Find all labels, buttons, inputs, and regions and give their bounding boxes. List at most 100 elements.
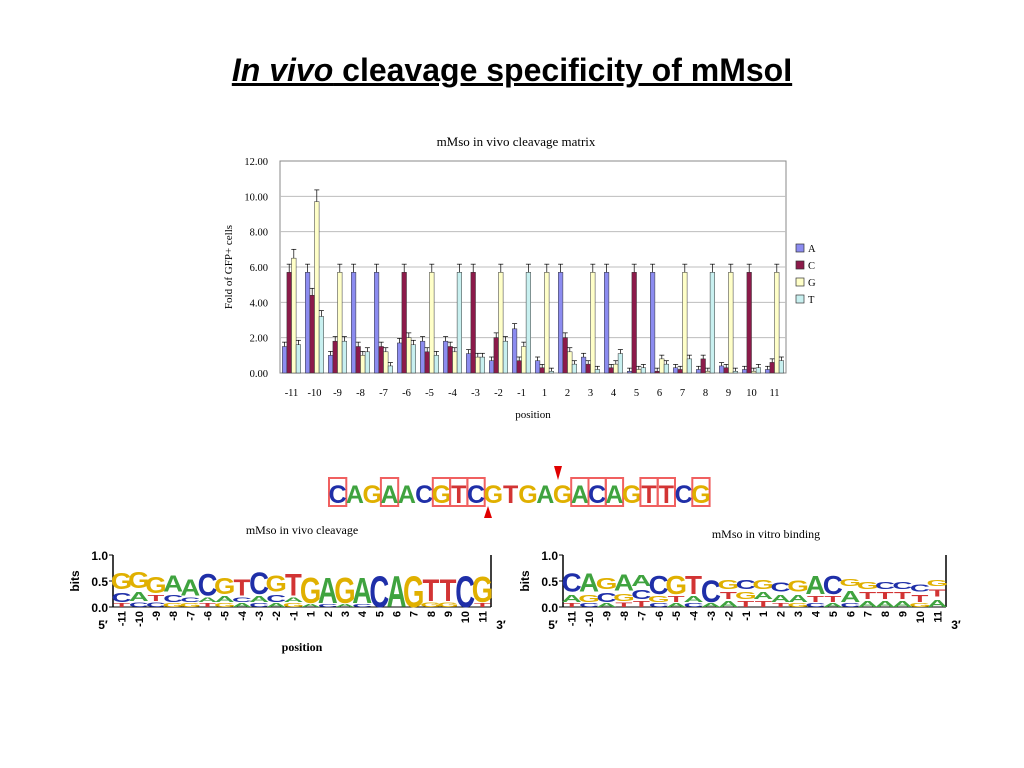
bar-G-1	[544, 272, 550, 374]
bar-G--11	[291, 257, 297, 374]
logo-letter-A: A	[283, 596, 303, 603]
logo-position-label: -7	[636, 611, 648, 621]
logo-letter-T: T	[929, 588, 946, 599]
logo-letter-T: T	[199, 603, 216, 609]
logo-letter-A: A	[840, 588, 860, 605]
logo-letter-G: G	[334, 570, 355, 611]
logo-letter-G: G	[111, 569, 132, 595]
logo-letter-A: A	[335, 603, 355, 608]
x-tick-label: 1	[542, 388, 547, 399]
logo-letter-G: G	[735, 590, 757, 601]
logo-letter-A: A	[266, 603, 286, 609]
logo-letter-A: A	[684, 595, 704, 604]
logo-position-label: -6	[654, 611, 666, 621]
x-tick-label: -10	[308, 388, 322, 399]
bar-C--8	[355, 346, 361, 374]
y-tick-label: 10.00	[244, 192, 268, 203]
logo-letter-C: C	[684, 603, 704, 609]
logo-position-label: -2	[723, 611, 735, 621]
logo-letter-G: G	[214, 574, 235, 600]
x-tick-label: -1	[517, 388, 526, 399]
bar-series	[282, 189, 784, 374]
bar-G--4	[452, 351, 458, 374]
bar-A--1	[512, 328, 518, 374]
bar-A--7	[374, 272, 380, 374]
logo-position-label: 2	[776, 611, 788, 617]
logo-position-label: 11	[477, 611, 489, 623]
logo-letter-C: C	[631, 587, 652, 602]
site-base: C	[415, 481, 433, 509]
x-tick-label: 6	[657, 388, 662, 399]
bar-C--5	[424, 351, 430, 374]
bar-T--10	[318, 316, 324, 374]
logo-letter-C: C	[352, 603, 372, 608]
x-tick-label: 11	[769, 388, 779, 399]
logo-letter-C: C	[146, 602, 166, 609]
bar-A--8	[351, 272, 357, 374]
logo-letter-G: G	[283, 603, 304, 609]
x-tick-label: 3	[588, 388, 593, 399]
bar-T--3	[479, 356, 485, 374]
bar-C-3	[585, 363, 591, 374]
logo-letter-T: T	[720, 590, 737, 601]
bar-A-1	[535, 360, 541, 374]
logo-letter-A: A	[249, 595, 269, 603]
logo-letter-T: T	[824, 595, 842, 604]
logo-letter-G: G	[162, 603, 183, 609]
logo-position-label: 8	[880, 611, 892, 617]
logo-letter-A: A	[771, 593, 791, 604]
bar-A--3	[466, 353, 472, 374]
logo-position-label: -8	[619, 611, 631, 621]
logo-letter-C: C	[249, 566, 269, 601]
logo-letter-A: A	[318, 570, 338, 611]
logo-letter-G: G	[472, 569, 493, 610]
logo-position-label: 6	[392, 611, 404, 617]
logo-letter-A: A	[215, 595, 235, 603]
logo-position-label: 6	[845, 611, 857, 617]
logo-position-label: 7	[409, 611, 421, 617]
logo-letter-C: C	[180, 596, 200, 603]
gridlines	[280, 195, 786, 339]
bar-C--3	[470, 272, 476, 374]
site-base: C	[329, 481, 347, 509]
logo-letter-T: T	[148, 594, 166, 602]
logo-letter-T: T	[894, 590, 911, 601]
logo-position-label: 4	[357, 610, 369, 617]
bar-C--7	[378, 346, 384, 374]
bar-C-9	[723, 367, 729, 374]
bar-C-8	[700, 358, 706, 374]
x-tick-label: -7	[379, 388, 388, 399]
x-tick-label: -11	[285, 388, 299, 399]
site-box	[604, 477, 625, 507]
logo-position-label: 10	[460, 611, 472, 623]
logo-letter-A: A	[701, 603, 721, 609]
logo-letter-T: T	[807, 595, 825, 604]
logo-letter-G: G	[403, 567, 424, 616]
logo-position-label: 9	[897, 611, 909, 617]
site-base: T	[641, 481, 656, 509]
logo-position-label: -3	[706, 611, 718, 621]
logo-letter-C: C	[579, 603, 599, 609]
legend-swatch-G	[795, 277, 805, 287]
y-tick-labels: 0.00 2.00 4.00 6.00 8.00 10.00 12.00	[244, 157, 268, 380]
bar-T--5	[433, 355, 439, 374]
legend-swatch-T	[795, 294, 805, 304]
bar-A--5	[420, 340, 426, 374]
legend-label-A: A	[808, 244, 816, 255]
logo-letter-C: C	[892, 580, 912, 591]
site-base: C	[467, 481, 485, 509]
cut-arrow-top	[554, 466, 562, 480]
logo-y-tick-label: 1.0	[91, 549, 108, 563]
logo-letter-A: A	[198, 596, 218, 603]
logo-letter-C: C	[649, 603, 669, 609]
logo-position-label: 10	[915, 611, 927, 623]
bar-G-7	[682, 272, 688, 374]
y-tick-label: 4.00	[250, 298, 268, 309]
logo-position-label: 8	[426, 611, 438, 617]
logo-position-label: 11	[932, 611, 944, 623]
logo-letter-A: A	[823, 603, 843, 609]
y-tick-label: 2.00	[250, 334, 268, 345]
bar-G-6	[659, 358, 665, 374]
logo-letter-A: A	[579, 568, 599, 597]
logo-letter-T: T	[285, 568, 302, 603]
